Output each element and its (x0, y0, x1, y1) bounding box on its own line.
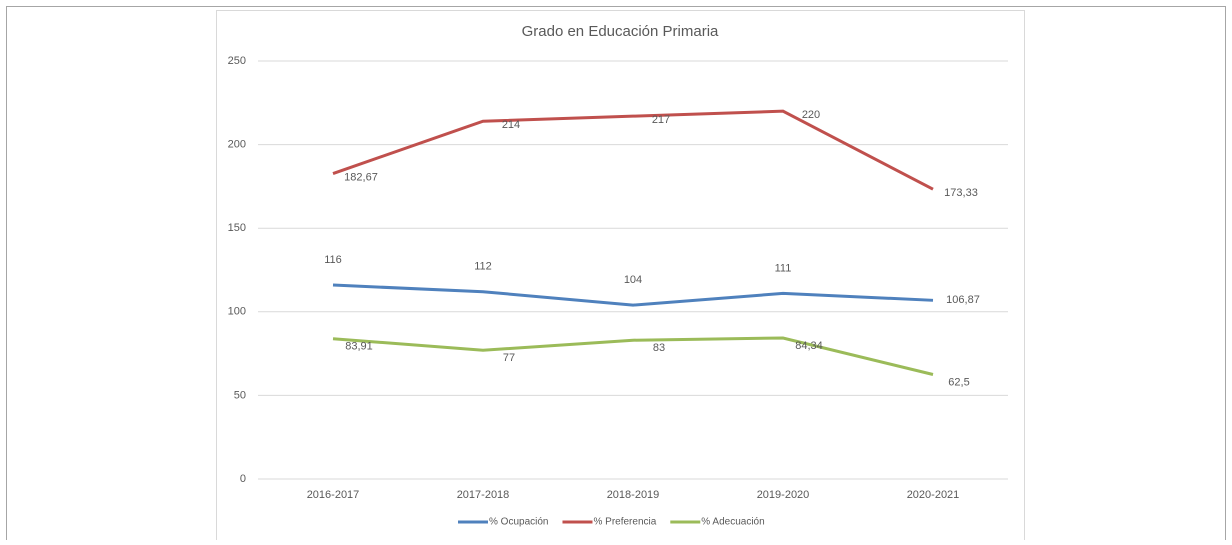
data-label: 217 (652, 114, 670, 126)
x-tick-label: 2018-2019 (607, 489, 660, 501)
series-line (332, 336, 934, 376)
data-label: 104 (624, 274, 642, 286)
chart-title: Grado en Educación Primaria (522, 23, 719, 40)
x-tick-label: 2017-2018 (457, 489, 510, 501)
data-label: 182,67 (344, 171, 378, 183)
legend-label: % Adecuación (701, 517, 764, 528)
data-label: 173,33 (944, 187, 978, 199)
data-label: 112 (474, 261, 492, 273)
x-tick-label: 2016-2017 (307, 489, 360, 501)
legend-label: % Preferencia (593, 517, 656, 528)
y-tick-label: 150 (228, 222, 246, 234)
data-label: 111 (775, 262, 792, 274)
x-tick-label: 2020-2021 (907, 489, 960, 501)
series-line (332, 109, 934, 191)
chart-area (216, 10, 1025, 545)
y-tick-label: 100 (228, 306, 246, 318)
data-label: 83 (653, 342, 665, 354)
y-tick-label: 50 (234, 389, 246, 401)
y-tick-label: 200 (228, 139, 246, 151)
data-label: 84,34 (795, 340, 823, 352)
series-line (332, 283, 934, 307)
data-label: 106,87 (946, 294, 980, 306)
data-label: 83,91 (345, 341, 373, 353)
data-label: 220 (802, 109, 820, 121)
window-frame (6, 6, 1226, 540)
legend-label: % Ocupación (489, 517, 548, 528)
data-label: 77 (503, 352, 515, 364)
y-tick-label: 250 (228, 55, 246, 67)
y-tick-label: 0 (240, 473, 246, 485)
data-label: 62,5 (948, 376, 969, 388)
data-label: 116 (324, 254, 342, 266)
data-label: 214 (502, 119, 520, 131)
x-tick-label: 2019-2020 (757, 489, 810, 501)
